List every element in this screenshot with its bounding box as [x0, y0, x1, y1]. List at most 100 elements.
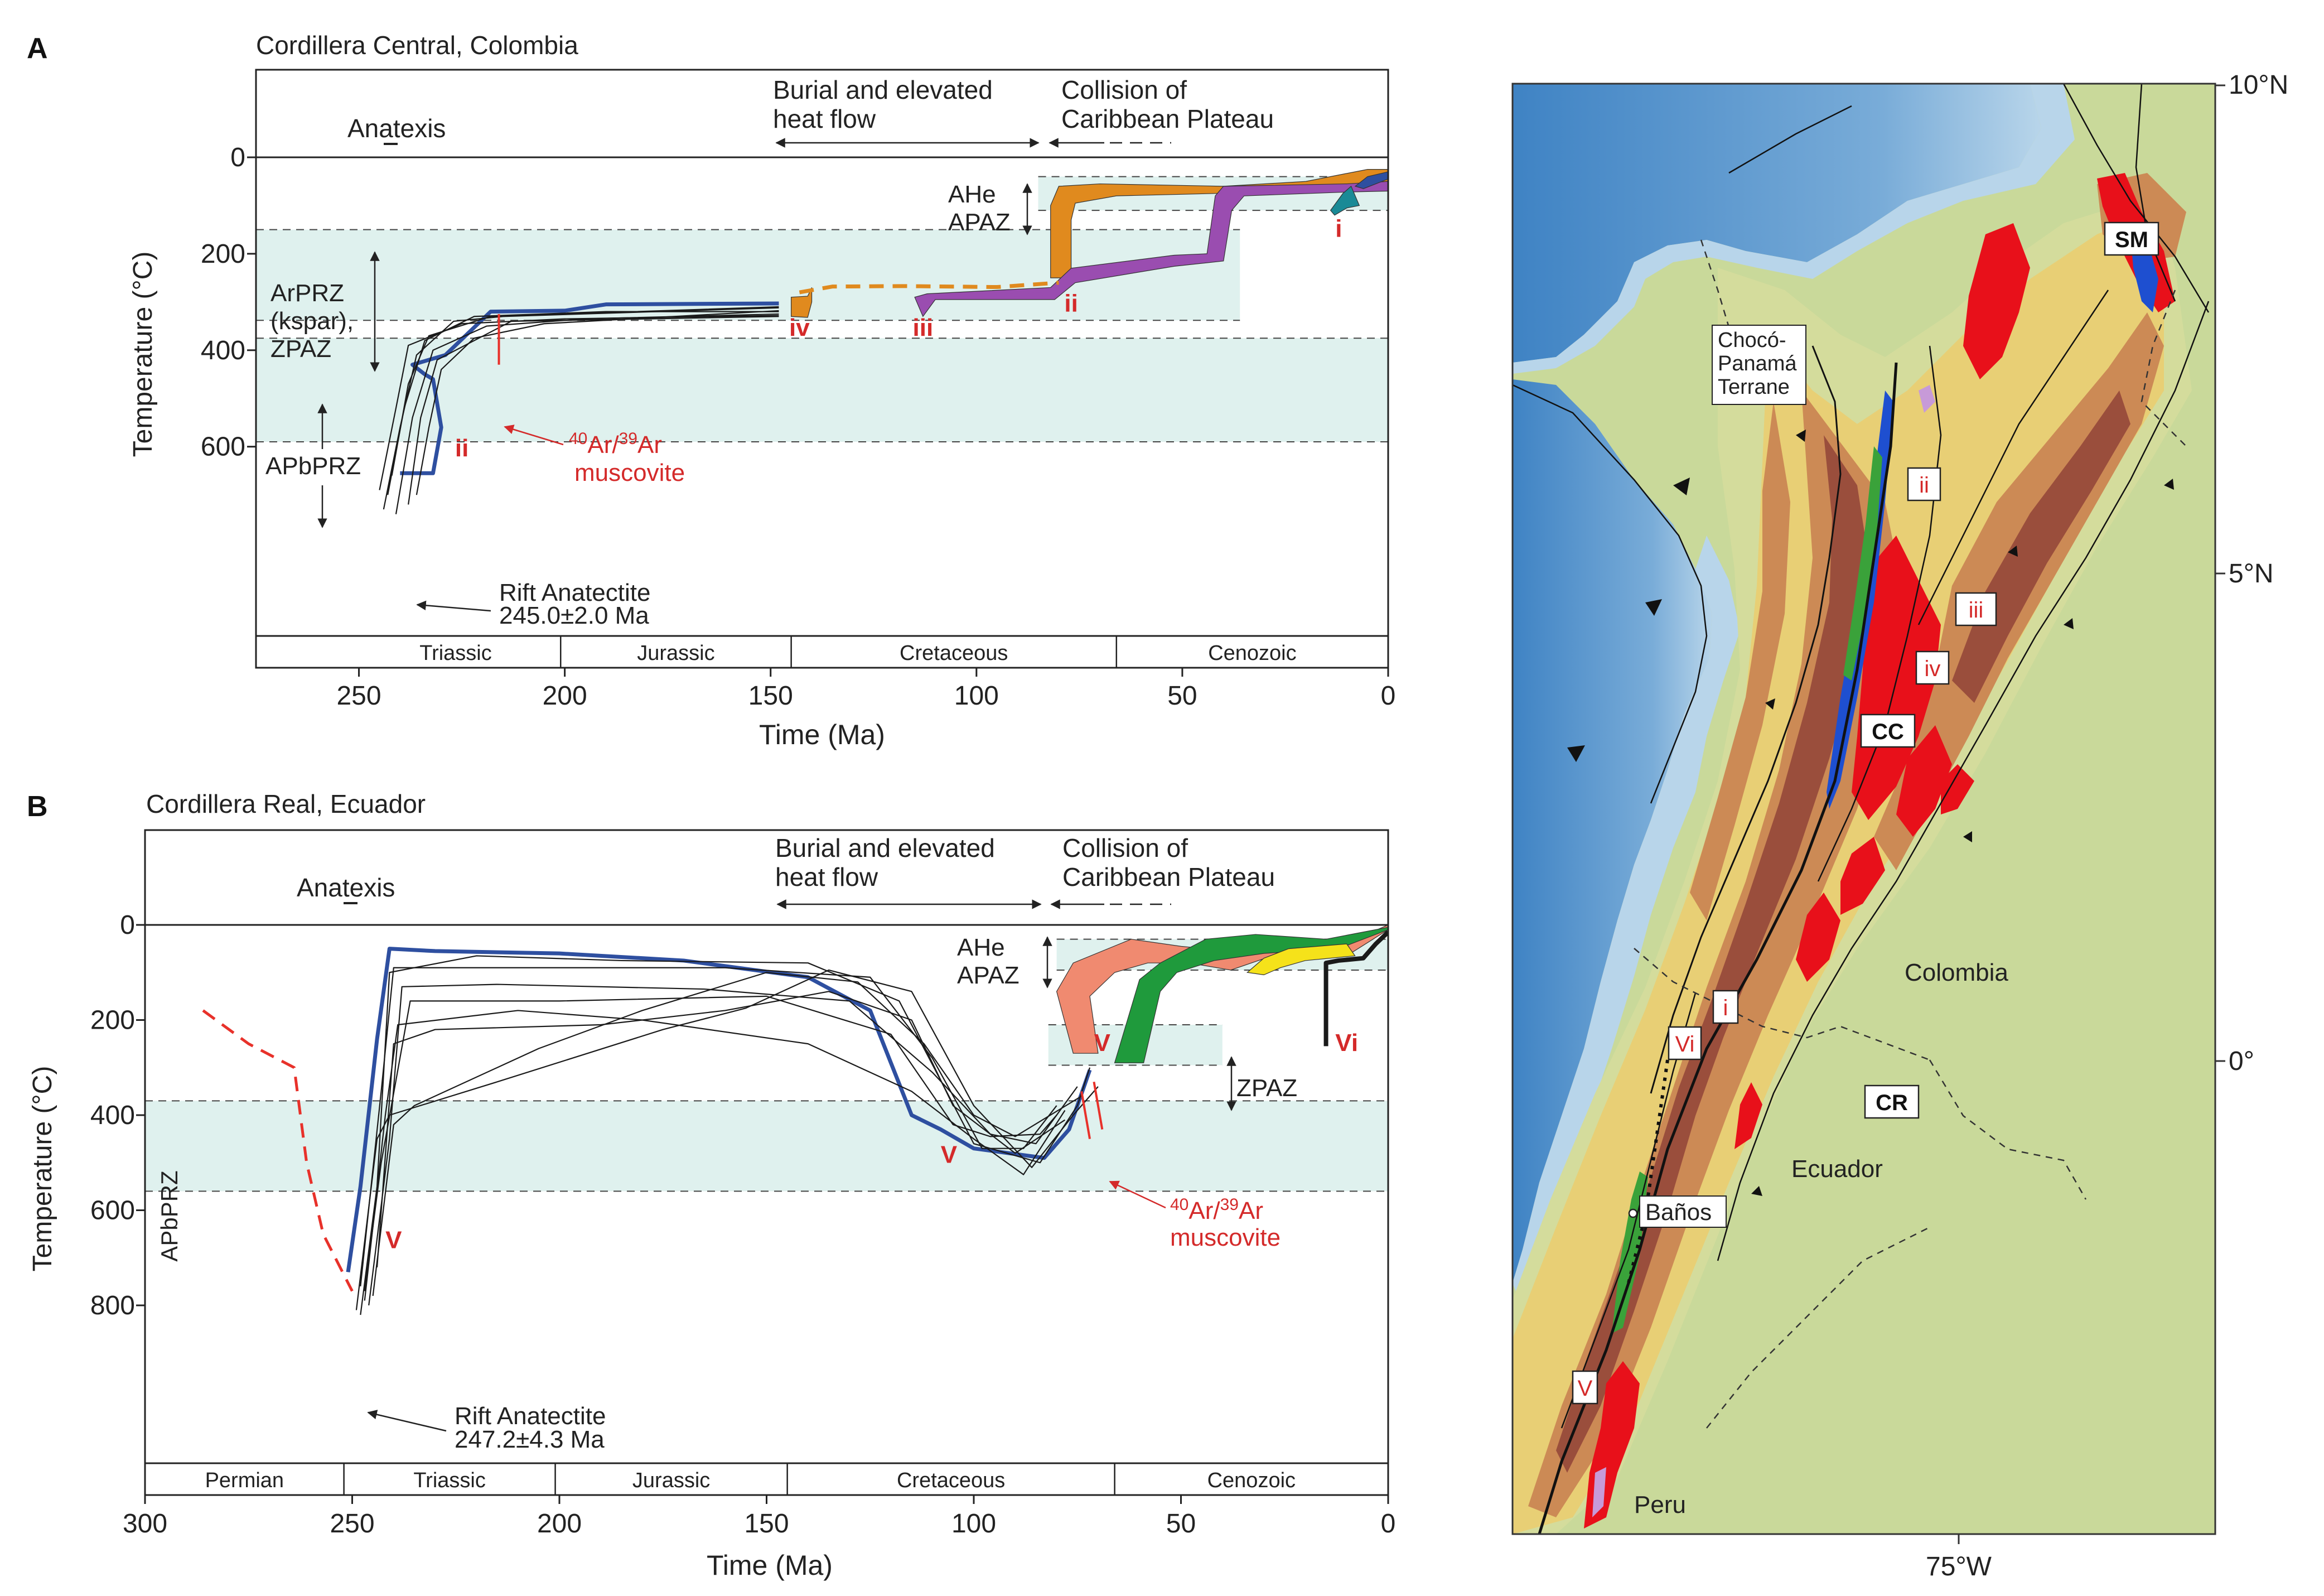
ribbon-a-3-teal [1330, 185, 1360, 216]
thrust-tri-6 [1963, 831, 1972, 842]
period-label-b-triassic: Triassic [413, 1469, 485, 1492]
fault-romeral [1538, 362, 1898, 1534]
thrust-tri-3 [1567, 745, 1585, 762]
map-box-label-ii: ii [1919, 473, 1929, 498]
panel-b-title: Cordillera Real, Ecuador [146, 789, 426, 818]
series-b-grey-3 [368, 983, 1078, 1306]
x-tick-label-a-250: 250 [336, 681, 381, 711]
fault-sm [2135, 84, 2176, 302]
zone-label-zpaz-b: ZPAZ [1236, 1074, 1297, 1102]
sample-label-b-1: V [941, 1141, 958, 1168]
period-label-b-cretaceous: Cretaceous [897, 1469, 1005, 1492]
period-label-a-cenozoic: Cenozoic [1208, 642, 1296, 665]
fault-pacific-trench [1513, 384, 1708, 804]
period-label-a-jurassic: Jurassic [637, 642, 714, 665]
faults [1513, 84, 2210, 1534]
caribbean-sea [1513, 84, 2041, 363]
period-bar-frame-a [255, 635, 1389, 669]
pacific-shelf [1513, 536, 1740, 1294]
series-b-black-vi [1323, 930, 1388, 1047]
period-bar-a: Triassic Jurassic Cretaceous Cenozoic [255, 635, 1389, 669]
rift-label-b-1: Rift Anatectite [455, 1402, 606, 1430]
zone-label-ahe-b: AHe [957, 934, 1005, 961]
relief-western [1690, 402, 1790, 920]
zone-label-arprz-1: ArPRZ [270, 279, 344, 307]
map-box-label-iii: iii [1969, 598, 1984, 623]
fault-north [2062, 84, 2210, 313]
collision-label-b-2: Caribbean Plateau [1062, 862, 1275, 891]
plot-lines-b [202, 924, 1388, 1315]
x-axis-b: 300 250 200 150 100 50 0 [123, 1495, 1395, 1539]
ribbon-a-2-purple [914, 181, 1388, 317]
zone-label-apaz-a: APAZ [948, 209, 1011, 236]
series-b-grey-4 [355, 969, 1099, 1310]
map-box-7-frame [1668, 1026, 1702, 1060]
x-tick-label-b-150: 150 [744, 1509, 789, 1539]
border-colombia-peru [1929, 1059, 2087, 1200]
y-tick-label-a-200: 200 [201, 239, 245, 269]
y-tick-label-b-600: 600 [90, 1196, 135, 1226]
ar-muscovite-b: muscovite [1170, 1224, 1281, 1251]
period-label-b-cenozoic: Cenozoic [1207, 1469, 1296, 1492]
banos-label-text: Baños [1645, 1199, 1712, 1225]
anatexis-label-a: Anatexis [347, 114, 446, 143]
banos-marker [1628, 1208, 1638, 1218]
thrust-tri-5 [1765, 698, 1775, 710]
series-b-grey-6 [372, 972, 1082, 1296]
y-tick-label-b-200: 200 [90, 1006, 135, 1035]
map-box-3-frame [1907, 467, 1941, 502]
ar-text-1-b: Ar/ [1188, 1197, 1220, 1224]
zone-label-apbprz-b: APbPRZ [156, 1170, 182, 1261]
unit-red-south2 [1734, 1082, 1762, 1149]
x-tick-label-b-250: 250 [330, 1509, 374, 1539]
rift-label-a-1: Rift Anatectite [499, 579, 650, 606]
x-tick-label-b-0: 0 [1381, 1509, 1396, 1539]
series-b-red-dashed [202, 1009, 354, 1292]
zone-band-a-1 [256, 338, 1388, 442]
x-tick-label-b-200: 200 [537, 1509, 582, 1539]
collision-label-b-1: Collision of [1062, 833, 1188, 862]
ribbon-b-1-green [1114, 927, 1388, 1063]
y-axis-b: 0 200 400 600 800 [90, 910, 145, 1320]
collision-label-a-2: Caribbean Plateau [1061, 104, 1274, 133]
fault-panama [1728, 105, 1852, 174]
border-colombia-ecuador [1634, 948, 1930, 1061]
series-b-red-ar-2 [1080, 1091, 1091, 1139]
zone-label-arprz-2: (kspar), [270, 307, 354, 335]
series-b-grey-1 [360, 955, 1091, 1315]
sample-label-a-4: i [1335, 215, 1342, 243]
x-axis-label-a: Time (Ma) [759, 719, 885, 750]
x-tick-label-a-150: 150 [748, 681, 793, 711]
panel-a-letter: A [27, 32, 48, 65]
thrust-tri-10 [2008, 546, 2018, 557]
rift-label-a-2: 245.0±2.0 Ma [499, 602, 649, 629]
burial-label-b-1: Burial and elevated [775, 833, 995, 862]
sample-label-b-3: Vi [1335, 1029, 1358, 1057]
burial-label-a-1: Burial and elevated [773, 75, 993, 104]
unit-lilac-1 [1919, 385, 1935, 413]
panel-b: B Cordillera Real, Ecuador 0200400600800… [27, 789, 1395, 1581]
lat-label-10n: 10°N [2229, 70, 2288, 100]
border-ecuador-peru [1706, 1226, 1930, 1429]
period-label-b-jurassic: Jurassic [632, 1469, 710, 1492]
choco-label-1: Chocó- [1718, 329, 1786, 352]
zone-label-arprz-3: ZPAZ [270, 335, 331, 363]
x-axis-label-b: Time (Ma) [707, 1550, 833, 1581]
thrust-tri-4 [1796, 430, 1806, 442]
thrust-tri-2 [1645, 599, 1662, 616]
lon-label-75w: 75°W [1926, 1552, 1992, 1581]
sample-label-a-0: ii [455, 435, 468, 462]
ar-label-a: 40Ar/39Ar muscovite [569, 430, 685, 486]
unit-red-cc3 [1941, 764, 1974, 814]
panel-a-title: Cordillera Central, Colombia [256, 31, 578, 60]
map-frame [1511, 83, 2216, 1535]
thrust-tri-7 [2064, 618, 2074, 629]
map-box-label-cc: CC [1872, 720, 1904, 744]
x-tick-label-a-50: 50 [1167, 681, 1197, 711]
y-axis-label-b: Temperature (°C) [28, 1066, 57, 1272]
series-a-grey-7 [391, 306, 779, 476]
svg-text:40Ar/39Ar: 40Ar/39Ar [569, 430, 662, 459]
x-axis-a: 250 200 150 100 50 0 [336, 668, 1395, 711]
period-label-a-cretaceous: Cretaceous [900, 642, 1008, 665]
